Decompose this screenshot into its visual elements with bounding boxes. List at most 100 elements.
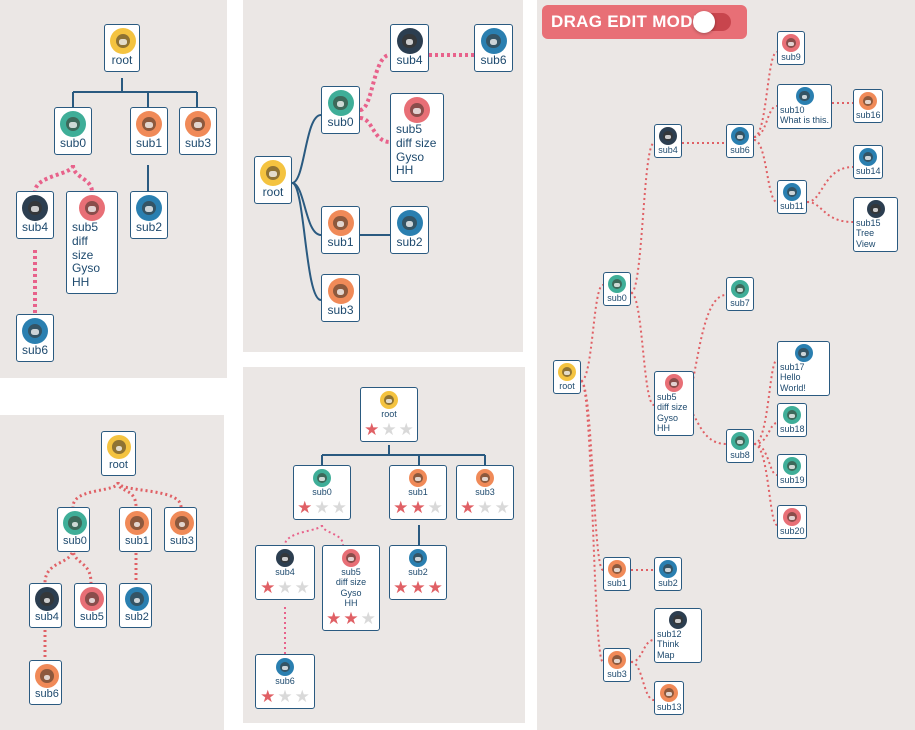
map-node-sub10[interactable]: sub10 What is this. — [777, 84, 832, 129]
tree-node-sub6[interactable]: sub6 — [16, 314, 54, 362]
tree-node-sub5[interactable]: sub5 diff size Gyso HH — [66, 191, 118, 294]
node-label: sub4 — [658, 145, 678, 155]
node-label: sub0 — [60, 136, 87, 150]
map-node-sub16[interactable]: sub16 — [853, 89, 883, 124]
star-icon[interactable]: ★ — [381, 420, 397, 440]
drag-edit-mode-toggle[interactable]: DRAG EDIT MODE — [542, 5, 747, 39]
map-node-sub9[interactable]: sub9 — [777, 31, 805, 66]
star-icon[interactable]: ★ — [427, 578, 443, 598]
map-node-sub12[interactable]: sub12 Think Map — [654, 608, 702, 664]
map-node-sub13[interactable]: sub13 — [654, 681, 684, 716]
node-label: sub2 — [408, 567, 428, 577]
tree-node-sub6[interactable]: sub6 ★ ★ ★ — [255, 654, 315, 710]
tree-node-sub3[interactable]: sub3 — [164, 507, 197, 552]
tree-node-root[interactable]: root — [101, 431, 136, 476]
map-node-sub1[interactable]: sub1 — [603, 557, 631, 592]
tree-node-sub1[interactable]: sub1 ★ ★ ★ — [389, 465, 447, 521]
cheetah-avatar-icon — [327, 90, 354, 116]
map-node-sub6[interactable]: sub6 — [726, 124, 754, 159]
tree-node-sub1[interactable]: sub1 — [321, 206, 360, 254]
tree-node-sub2[interactable]: sub2 — [119, 583, 152, 628]
star-icon[interactable]: ★ — [393, 578, 409, 598]
tree-node-sub2[interactable]: sub2 — [130, 191, 168, 239]
star-rating[interactable]: ★ ★ ★ — [393, 498, 443, 518]
star-rating[interactable]: ★ ★ ★ — [260, 687, 310, 707]
map-node-root[interactable]: root — [553, 360, 581, 395]
star-rating[interactable]: ★ ★ ★ — [393, 578, 443, 598]
star-icon[interactable]: ★ — [364, 420, 380, 440]
tree-node-sub4[interactable]: sub4 — [390, 24, 429, 72]
bull-avatar-icon — [35, 664, 59, 688]
star-icon[interactable]: ★ — [343, 609, 359, 629]
star-icon[interactable]: ★ — [427, 498, 443, 518]
tree-node-sub6[interactable]: sub6 — [474, 24, 513, 72]
star-icon[interactable]: ★ — [277, 687, 293, 707]
tree-node-sub4[interactable]: sub4 — [16, 191, 54, 239]
cheetah-avatar-icon — [60, 111, 86, 137]
star-icon[interactable]: ★ — [393, 498, 409, 518]
tree-node-root[interactable]: root ★ ★ ★ — [360, 387, 418, 443]
tree-node-root[interactable]: root — [104, 24, 140, 72]
star-rating[interactable]: ★ ★ ★ — [326, 609, 376, 629]
tree-node-sub5[interactable]: sub5 diff size Gyso HH ★ ★ ★ — [322, 545, 380, 632]
map-node-sub3[interactable]: sub3 — [603, 648, 631, 683]
cheetah-avatar-icon — [63, 511, 87, 535]
star-icon[interactable]: ★ — [294, 578, 310, 598]
star-icon[interactable]: ★ — [410, 498, 426, 518]
star-icon[interactable]: ★ — [410, 578, 426, 598]
star-rating[interactable]: ★ ★ ★ — [364, 420, 414, 440]
star-icon[interactable]: ★ — [314, 498, 330, 518]
tree-node-sub2[interactable]: sub2 — [390, 206, 429, 254]
tree-node-sub1[interactable]: sub1 — [119, 507, 152, 552]
map-node-sub17[interactable]: sub17 Hello World! — [777, 341, 830, 397]
node-label: sub8 — [730, 450, 750, 460]
star-icon[interactable]: ★ — [297, 498, 313, 518]
map-node-sub14[interactable]: sub14 — [853, 145, 883, 180]
star-icon[interactable]: ★ — [331, 498, 347, 518]
star-rating[interactable]: ★ ★ ★ — [460, 498, 510, 518]
map-node-sub7[interactable]: sub7 — [726, 277, 754, 312]
tree-node-sub0[interactable]: sub0 ★ ★ ★ — [293, 465, 351, 521]
map-node-sub0[interactable]: sub0 — [603, 272, 631, 307]
tree-node-sub4[interactable]: sub4 — [29, 583, 62, 628]
star-icon[interactable]: ★ — [294, 687, 310, 707]
tree-node-sub6[interactable]: sub6 — [29, 660, 62, 705]
map-node-sub18[interactable]: sub18 — [777, 403, 807, 438]
links-layer — [33, 78, 198, 316]
tree-node-sub0[interactable]: sub0 — [321, 86, 360, 134]
toggle-switch[interactable] — [693, 11, 731, 33]
tree-node-sub4[interactable]: sub4 ★ ★ ★ — [255, 545, 315, 601]
tree-node-sub1[interactable]: sub1 — [130, 107, 168, 155]
map-node-sub11[interactable]: sub11 — [777, 180, 807, 215]
star-icon[interactable]: ★ — [477, 498, 493, 518]
map-node-sub8[interactable]: sub8 — [726, 429, 754, 464]
tree-node-sub5[interactable]: sub5 diff size Gyso HH — [390, 93, 444, 183]
map-node-sub4[interactable]: sub4 — [654, 124, 682, 159]
star-icon[interactable]: ★ — [260, 687, 276, 707]
node-label: sub9 — [781, 52, 801, 62]
tree-node-sub2[interactable]: sub2 ★ ★ ★ — [389, 545, 447, 601]
tree-node-root[interactable]: root — [254, 156, 292, 204]
tree-node-sub3[interactable]: sub3 — [321, 274, 360, 322]
node-label: sub1 — [327, 235, 354, 249]
star-rating[interactable]: ★ ★ ★ — [297, 498, 347, 518]
tree-node-sub3[interactable]: sub3 ★ ★ ★ — [456, 465, 514, 521]
star-icon[interactable]: ★ — [260, 578, 276, 598]
star-icon[interactable]: ★ — [277, 578, 293, 598]
tree-node-sub0[interactable]: sub0 — [57, 507, 90, 552]
map-node-sub19[interactable]: sub19 — [777, 454, 807, 489]
map-node-sub15[interactable]: sub15 Tree View — [853, 197, 898, 253]
star-icon[interactable]: ★ — [326, 609, 342, 629]
star-rating[interactable]: ★ ★ ★ — [260, 578, 310, 598]
star-icon[interactable]: ★ — [360, 609, 376, 629]
star-icon[interactable]: ★ — [460, 498, 476, 518]
donkey-avatar-icon — [783, 183, 801, 201]
tree-node-sub0[interactable]: sub0 — [54, 107, 92, 155]
star-icon[interactable]: ★ — [494, 498, 510, 518]
star-icon[interactable]: ★ — [398, 420, 414, 440]
tree-node-sub3[interactable]: sub3 — [179, 107, 217, 155]
map-node-sub5[interactable]: sub5 diff size Gyso HH — [654, 371, 694, 437]
map-node-sub2[interactable]: sub2 — [654, 557, 682, 592]
map-node-sub20[interactable]: sub20 — [777, 505, 807, 540]
tree-node-sub5[interactable]: sub5 — [74, 583, 107, 628]
